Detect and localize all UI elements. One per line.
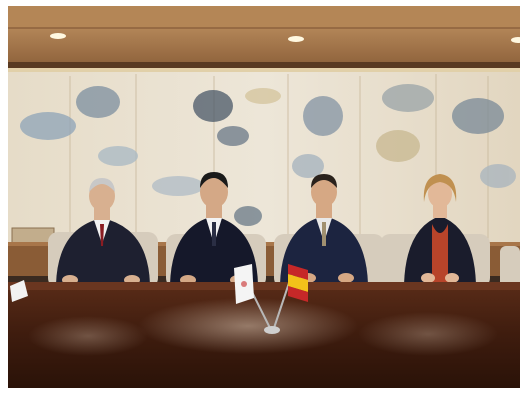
person-4 xyxy=(404,174,476,284)
japan-flag xyxy=(234,264,254,304)
chair xyxy=(500,246,520,288)
paper-card xyxy=(10,280,28,302)
meeting-photo xyxy=(8,6,520,388)
ceiling-light xyxy=(50,33,66,39)
person-1 xyxy=(56,178,150,285)
screen-painting xyxy=(20,84,516,226)
table-reflection xyxy=(138,298,358,354)
person-2 xyxy=(170,172,258,285)
spain-flag xyxy=(288,264,308,302)
photo-scene xyxy=(8,6,520,388)
ceiling-light xyxy=(288,36,304,42)
person-3 xyxy=(280,174,368,284)
ceiling-light xyxy=(511,37,520,43)
